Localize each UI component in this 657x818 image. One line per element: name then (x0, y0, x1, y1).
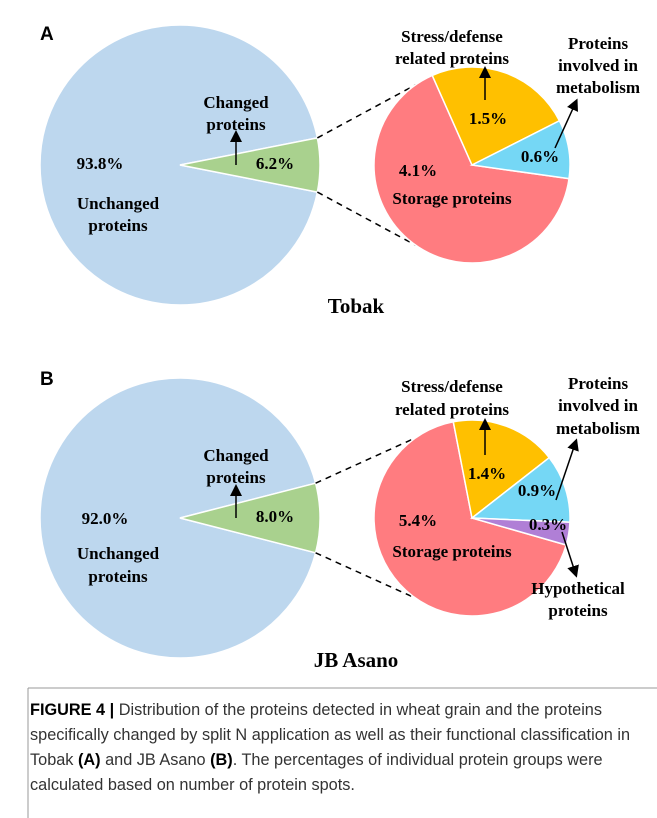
category-label: Changed (203, 446, 269, 465)
chart: 93.8% Unchanged proteins 6.2% Changed protein… (39, 24, 640, 672)
value-label: 0.3% (529, 515, 567, 534)
pie-slice (179, 482, 321, 554)
connector (315, 552, 417, 599)
caption-text: (B) (210, 751, 233, 769)
category-label: Stress/defense (401, 377, 503, 396)
category-label: proteins (88, 567, 148, 586)
category-label: Unchanged (77, 194, 160, 213)
value-label: 0.9% (518, 481, 556, 500)
category-label: Stress/defense (401, 27, 503, 46)
category-label: metabolism (556, 419, 640, 438)
pie-slice (39, 377, 317, 659)
caption-text: (A) (77, 751, 101, 769)
panel-title: JB Asano (314, 648, 399, 672)
caption-text: . The percentages of individual protein … (30, 751, 603, 794)
value-label: 1.4% (468, 464, 506, 483)
pie-slice (452, 419, 551, 520)
value-label: 6.2% (256, 154, 294, 173)
category-label: Proteins (568, 34, 629, 53)
label-arrow (554, 98, 578, 149)
category-label: proteins (206, 115, 266, 134)
category-label: Proteins (568, 374, 629, 393)
category-label: proteins (88, 216, 148, 235)
category-label: Hypothetical (531, 579, 625, 598)
pie-slice (373, 74, 570, 264)
pie-slice (373, 420, 568, 617)
connector (316, 84, 417, 139)
panel-label: B (40, 369, 54, 390)
category-label: Changed (203, 93, 269, 112)
category-label: related proteins (395, 49, 509, 68)
label-arrow (555, 438, 579, 501)
panel-label: A (40, 24, 54, 45)
caption-text: and JB Asano (100, 751, 211, 769)
pie-slice (179, 137, 321, 193)
panel-title: Tobak (328, 294, 385, 318)
caption-text: FIGURE 4 | (30, 701, 115, 719)
value-label: 1.5% (469, 109, 507, 128)
category-label: Storage proteins (392, 189, 512, 208)
connector (316, 191, 417, 246)
pie-slice (39, 24, 319, 306)
category-label: Storage proteins (392, 542, 512, 561)
category-label: proteins (206, 468, 266, 487)
value-label: 0.6% (521, 147, 559, 166)
value-label: 8.0% (256, 507, 294, 526)
category-label: metabolism (556, 78, 640, 97)
value-label: 93.8% (77, 154, 124, 173)
category-label: Unchanged (77, 544, 160, 563)
pie-slice (469, 456, 571, 524)
caption: FIGURE 4 | Distribution of the proteins … (30, 698, 640, 798)
value-label: 5.4% (399, 511, 437, 530)
pie-slice (431, 66, 561, 167)
category-label: involved in (558, 56, 638, 75)
label-arrow (561, 531, 579, 578)
category-label: proteins (548, 601, 608, 620)
category-label: involved in (558, 396, 638, 415)
pie-slice (469, 119, 571, 180)
connector (315, 437, 417, 484)
value-label: 4.1% (399, 161, 437, 180)
caption-text: Distribution of the proteins detected in… (30, 701, 630, 769)
value-label: 92.0% (82, 509, 129, 528)
category-label: related proteins (395, 400, 509, 419)
